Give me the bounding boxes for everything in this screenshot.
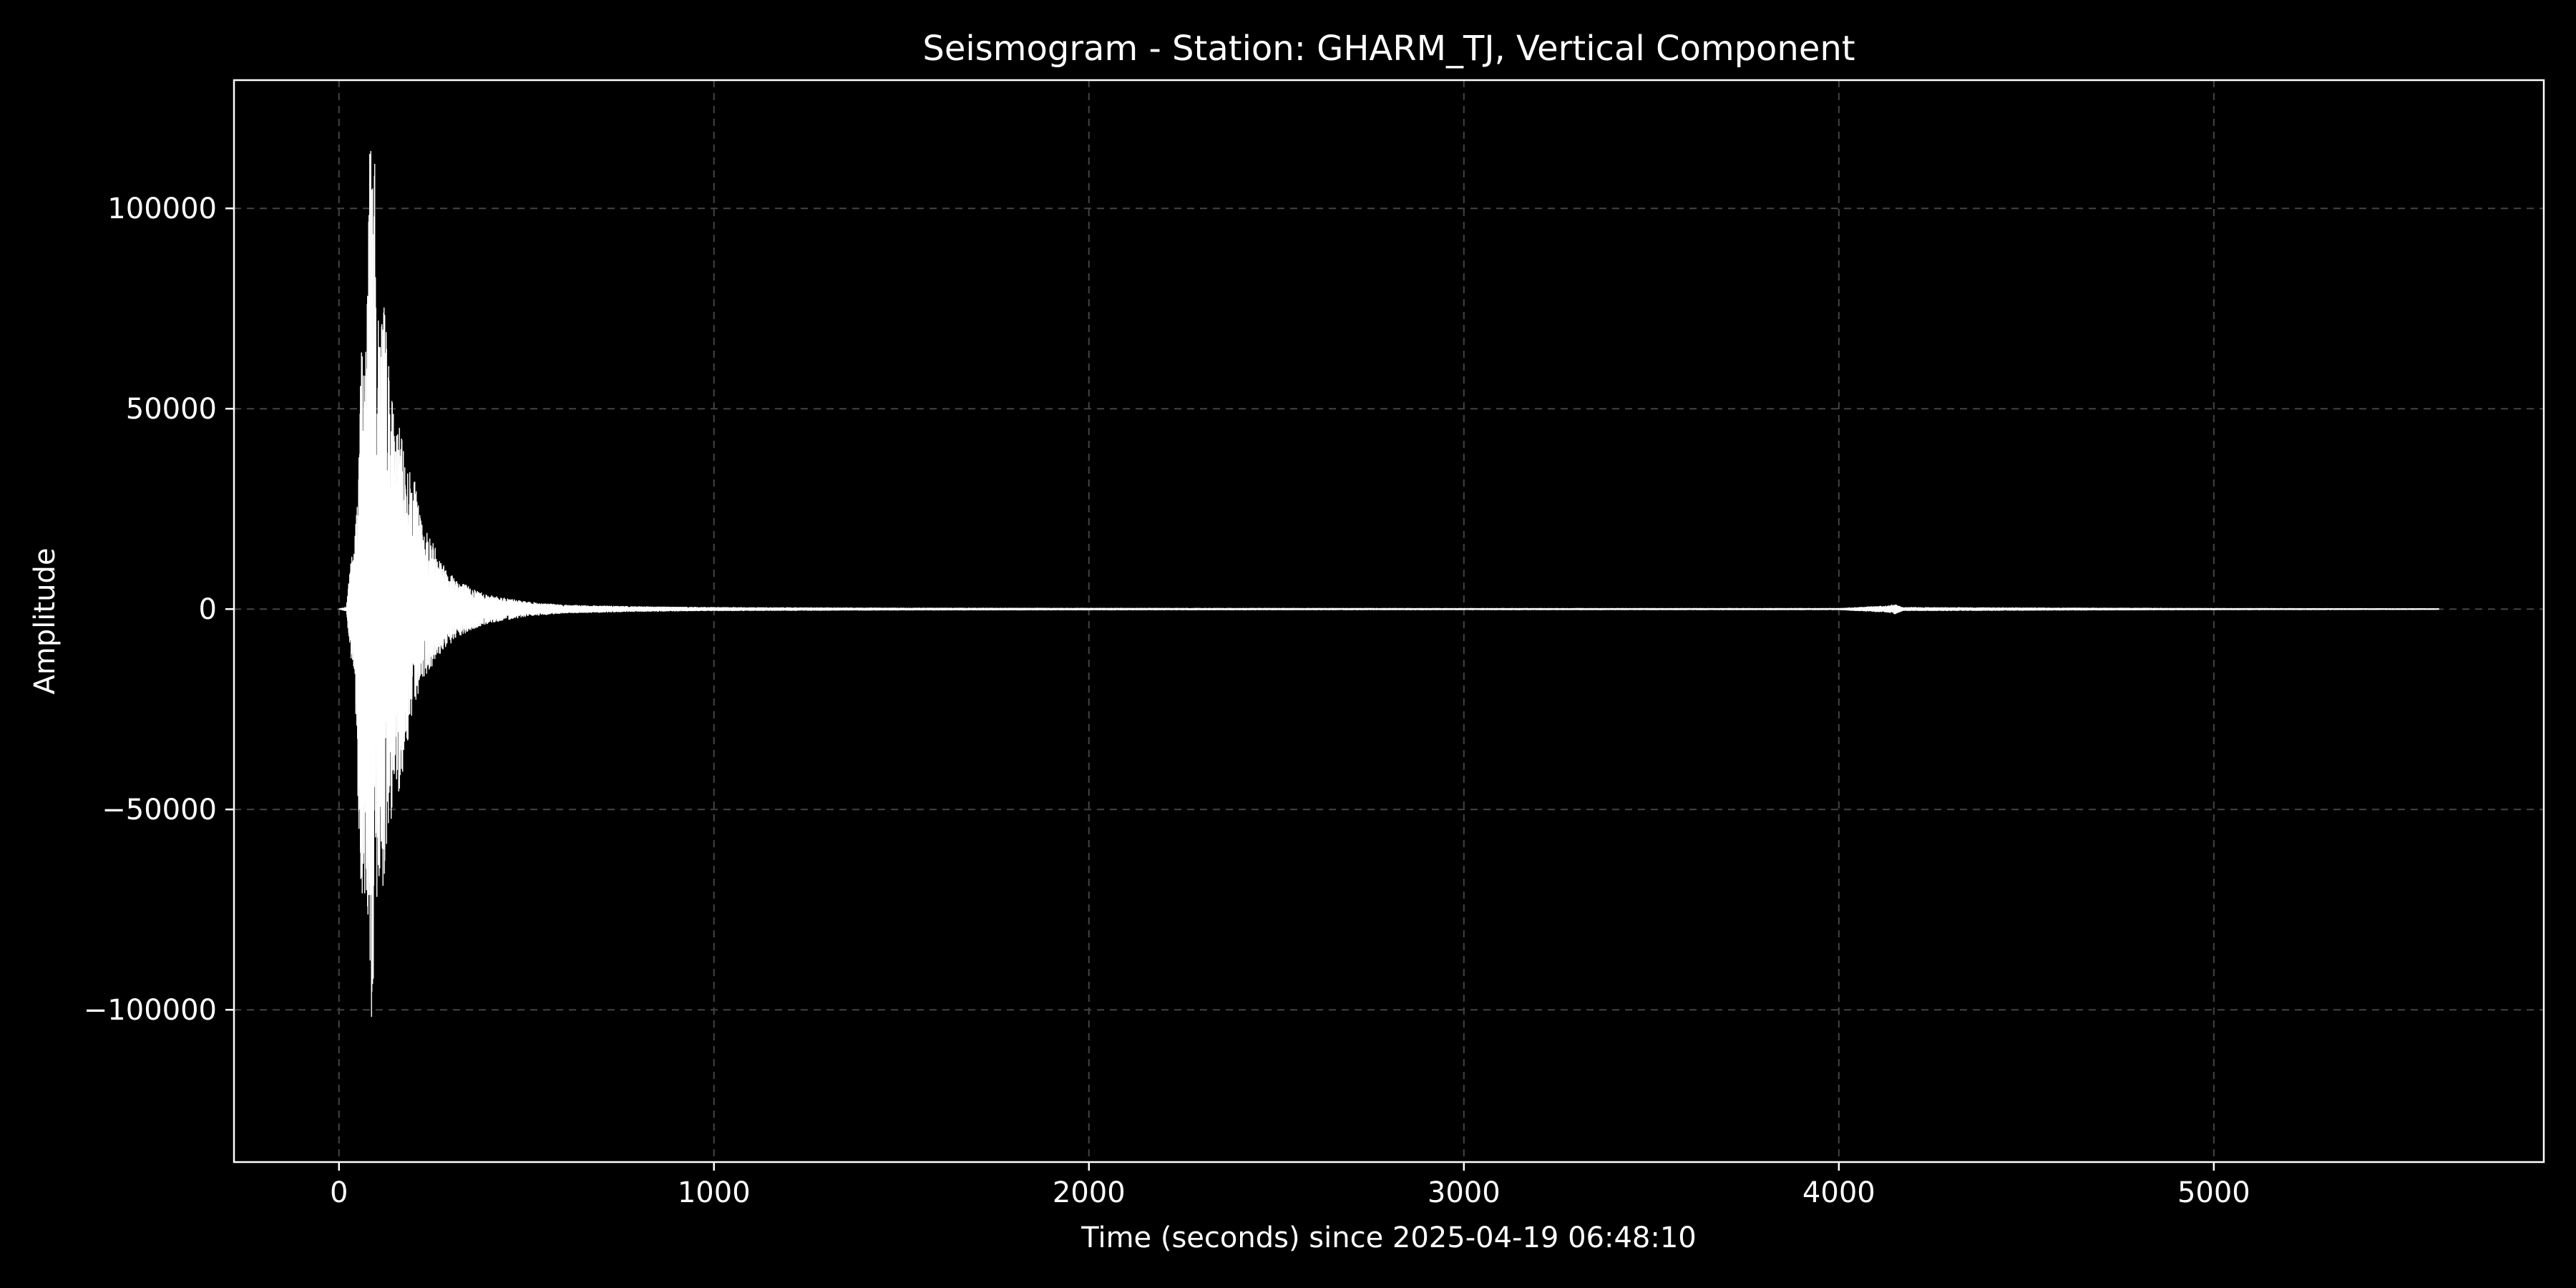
y-tick-label: −100000 bbox=[84, 994, 217, 1027]
y-tick-label: 0 bbox=[199, 593, 217, 626]
y-axis: −100000 −50000 0 50000 100000 bbox=[84, 192, 234, 1027]
x-tick-label: 4000 bbox=[1802, 1176, 1875, 1209]
plot-frame bbox=[233, 79, 2545, 1163]
x-tick-label: 2000 bbox=[1053, 1176, 1126, 1209]
trace-layer bbox=[338, 150, 2439, 1018]
y-tick-label: −50000 bbox=[102, 794, 217, 826]
x-tick-label: 0 bbox=[330, 1176, 348, 1209]
x-tick-label: 3000 bbox=[1428, 1176, 1501, 1209]
x-axis-label: Time (seconds) since 2025-04-19 06:48:10 bbox=[1080, 1221, 1696, 1254]
x-tick-label: 1000 bbox=[678, 1176, 751, 1209]
y-tick-label: 100000 bbox=[107, 192, 217, 225]
seismogram-trace bbox=[338, 150, 2439, 1018]
y-tick-label: 50000 bbox=[126, 393, 217, 426]
x-axis: 0 1000 2000 3000 4000 5000 bbox=[330, 1162, 2250, 1209]
plot-area bbox=[234, 80, 2544, 1162]
y-axis-label: Amplitude bbox=[29, 548, 62, 695]
chart-title: Seismogram - Station: GHARM_TJ, Vertical… bbox=[922, 29, 1855, 69]
x-tick-label: 5000 bbox=[2177, 1176, 2250, 1209]
